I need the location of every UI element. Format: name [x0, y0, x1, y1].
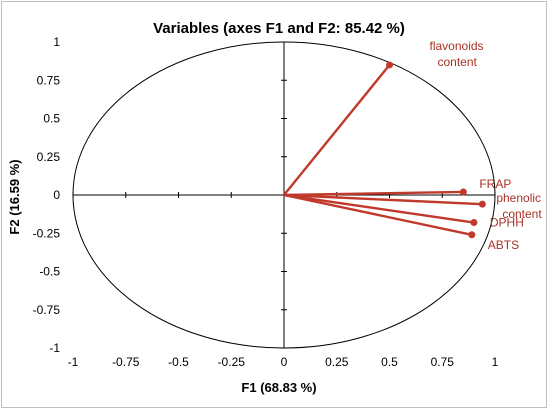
x-tick-label: 0 — [281, 355, 288, 369]
variable-label: FRAP — [479, 177, 511, 191]
x-tick-label: -0.25 — [218, 355, 246, 369]
x-axis-title: F1 (68.83 %) — [241, 380, 316, 395]
y-tick-label: 0.75 — [37, 73, 61, 87]
variable-label: flavonoids content — [430, 39, 484, 69]
variable-label: DPHH — [490, 216, 524, 230]
x-tick-label: -1 — [68, 355, 79, 369]
variable-vector — [283, 193, 473, 236]
y-tick-label: -0.75 — [33, 303, 61, 317]
y-tick-label: -0.25 — [33, 226, 61, 240]
variable-label: ABTS — [488, 238, 519, 252]
variable-label: phenolic content — [496, 191, 542, 221]
y-tick-label: 0.25 — [37, 150, 61, 164]
variable-point — [468, 231, 476, 239]
x-tick-label: 1 — [492, 355, 499, 369]
y-tick-label: 0.5 — [43, 112, 60, 126]
variable-point — [478, 200, 486, 208]
variable-vector — [283, 193, 483, 206]
variable-vector — [283, 190, 464, 197]
y-tick-label: -0.5 — [39, 265, 60, 279]
chart-title: Variables (axes F1 and F2: 85.42 %) — [153, 20, 405, 37]
variable-vector — [283, 193, 475, 224]
x-tick-label: 0.25 — [325, 355, 349, 369]
y-tick-label: -1 — [49, 341, 60, 355]
x-tick-label: 0.75 — [431, 355, 455, 369]
y-tick-label: 0 — [53, 188, 60, 202]
plot-area: -1 -0.75 -0.5 -0.25 0 0.25 0.5 0.75 1 1 0.75 0.5 0.2… — [33, 35, 543, 369]
variable-point — [386, 61, 393, 69]
variable-point — [459, 188, 467, 196]
variable-vector — [283, 64, 391, 196]
y-axis-title: F2 (16.59 %) — [7, 159, 22, 234]
variable-point — [470, 219, 478, 227]
x-tick-label: -0.75 — [112, 355, 140, 369]
x-tick-label: -0.5 — [168, 355, 189, 369]
y-tick-label: 1 — [53, 35, 60, 49]
x-tick-label: 0.5 — [381, 355, 398, 369]
